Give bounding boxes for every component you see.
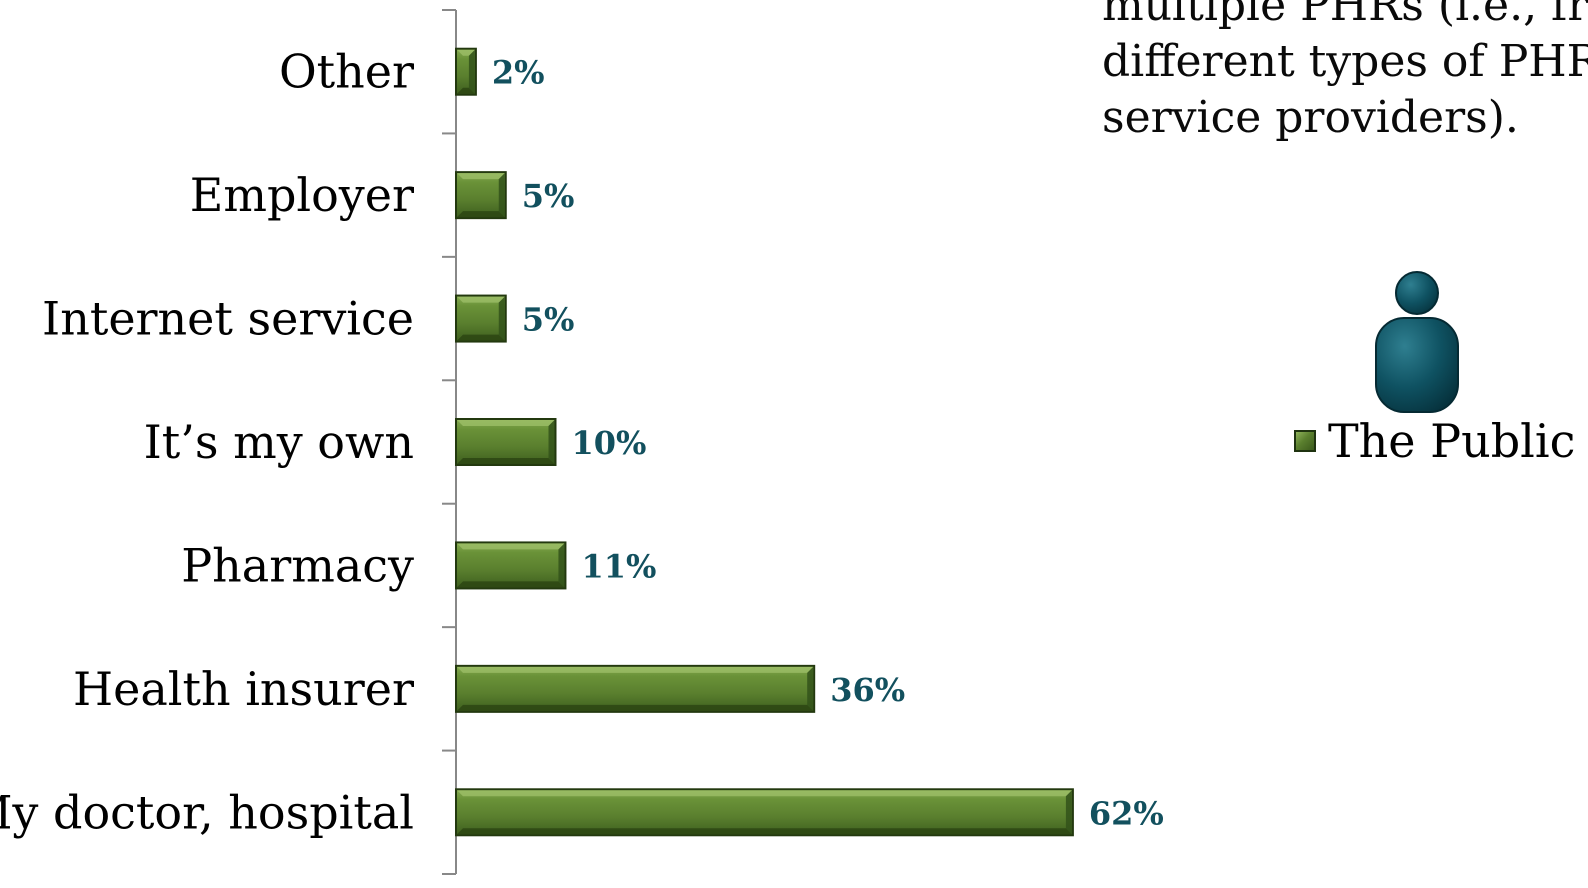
legend-label: The Public bbox=[1328, 414, 1576, 468]
category-label: My doctor, hospital bbox=[0, 785, 414, 839]
category-label: Internet service bbox=[42, 292, 414, 346]
bar bbox=[455, 418, 557, 466]
bar-bevel-top bbox=[457, 666, 814, 673]
bar-bevel-top bbox=[457, 420, 555, 426]
bar-bevel-right bbox=[498, 173, 505, 218]
bar-group bbox=[455, 418, 557, 466]
bar-bevel-right bbox=[1065, 790, 1072, 835]
bar-bevel-right bbox=[807, 666, 814, 711]
data-label: 36% bbox=[830, 671, 905, 709]
bar-bevel-right bbox=[558, 543, 565, 588]
bar bbox=[455, 294, 507, 343]
data-label: 10% bbox=[572, 424, 647, 462]
bar-bevel-bottom bbox=[457, 581, 565, 588]
axis-group bbox=[442, 9, 457, 875]
bar-bevel-top bbox=[457, 173, 505, 180]
bar-bevel-bottom bbox=[457, 458, 555, 464]
data-label: 2% bbox=[492, 54, 545, 92]
bar-bevel-bottom bbox=[457, 334, 505, 341]
bar-bevel-top bbox=[457, 543, 565, 550]
data-label: 62% bbox=[1089, 794, 1164, 832]
bar-bevel-bottom bbox=[457, 704, 814, 711]
category-label: Pharmacy bbox=[181, 538, 414, 592]
bar-group bbox=[455, 171, 507, 220]
bar-group bbox=[455, 294, 507, 343]
bar-bevel-bottom bbox=[457, 211, 505, 218]
bar-bevel-top bbox=[457, 296, 505, 303]
bar-group bbox=[455, 664, 816, 713]
bar-bevel-bottom bbox=[457, 87, 475, 94]
note-line-2: different types of PHR bbox=[1102, 36, 1588, 87]
annotation-note: multiple PHRs (i.e., fro different types… bbox=[1102, 0, 1588, 146]
legend: The Public bbox=[1294, 413, 1575, 469]
bar bbox=[455, 171, 507, 220]
bar bbox=[455, 664, 816, 713]
bar-bevel-top bbox=[457, 790, 1072, 797]
bar-bevel-right bbox=[468, 49, 475, 94]
bar-bevel-bottom bbox=[457, 828, 1072, 835]
bar-group bbox=[455, 541, 567, 590]
bar-bevel-top bbox=[457, 49, 475, 56]
bar bbox=[455, 541, 567, 590]
note-line-3: service providers). bbox=[1102, 92, 1519, 143]
data-label: 5% bbox=[522, 301, 575, 339]
category-label: Health insurer bbox=[73, 662, 414, 716]
bar-group bbox=[455, 788, 1074, 837]
bar-bevel-right bbox=[548, 420, 555, 464]
bar bbox=[455, 788, 1074, 837]
legend-swatch-icon bbox=[1294, 430, 1316, 452]
data-label: 5% bbox=[522, 177, 575, 215]
bars-group bbox=[455, 47, 1074, 837]
person-icon bbox=[1375, 271, 1459, 413]
category-label: It’s my own bbox=[144, 415, 414, 469]
labels-group: Other 2% Employer 5% Internet service 5% It’s … bbox=[0, 45, 1164, 840]
category-label: Other bbox=[279, 45, 414, 99]
bar-group bbox=[455, 47, 477, 96]
note-line-1: multiple PHRs (i.e., fro bbox=[1102, 0, 1588, 31]
category-label: Employer bbox=[190, 168, 414, 222]
bar-bevel-right bbox=[498, 296, 505, 341]
data-label: 11% bbox=[581, 547, 656, 585]
